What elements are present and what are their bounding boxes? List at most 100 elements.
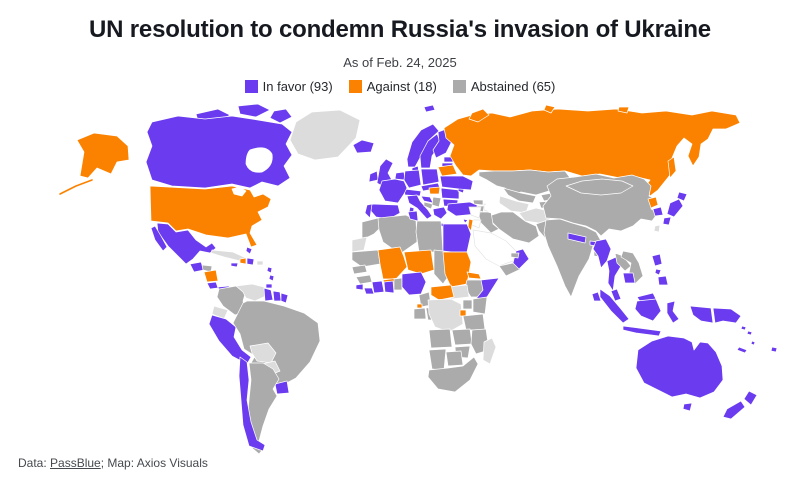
country-vietnam bbox=[620, 250, 644, 285]
country-cambodia bbox=[622, 272, 636, 284]
country-serbia bbox=[431, 196, 442, 208]
country-trinidad bbox=[265, 283, 273, 289]
tasmania bbox=[682, 402, 693, 412]
in-favor-label: In favor (93) bbox=[262, 79, 333, 94]
against-label: Against (18) bbox=[366, 79, 437, 94]
french-guiana bbox=[280, 292, 289, 304]
country-central-african-republic bbox=[430, 284, 455, 301]
country-morocco bbox=[361, 217, 384, 241]
source-suffix: ; Map: Axios Visuals bbox=[100, 456, 208, 470]
country-saudi-arabia bbox=[472, 229, 517, 267]
kalimantan bbox=[634, 298, 662, 322]
country-ivory-coast bbox=[371, 280, 385, 294]
luzon bbox=[651, 253, 663, 267]
country-cyprus bbox=[462, 218, 469, 224]
country-tanzania bbox=[462, 313, 486, 331]
lesser-antilles bbox=[266, 266, 273, 274]
novaya-zemlya bbox=[468, 108, 490, 123]
country-kenya bbox=[472, 296, 488, 315]
country-ukraine bbox=[439, 175, 474, 191]
country-senegal bbox=[351, 264, 368, 275]
country-equatorial-guinea bbox=[416, 303, 423, 309]
country-nigeria bbox=[401, 271, 427, 296]
country-algeria bbox=[377, 214, 418, 255]
country-guinea bbox=[355, 274, 373, 285]
country-peru bbox=[208, 314, 252, 365]
country-greenland bbox=[289, 109, 361, 161]
country-mongolia bbox=[565, 178, 634, 196]
country-iceland bbox=[352, 139, 375, 154]
country-fiji bbox=[770, 346, 778, 353]
country-canada-arctic bbox=[237, 103, 271, 118]
country-uruguay bbox=[274, 380, 290, 395]
new-zealand-north-island bbox=[743, 390, 758, 406]
country-mauritania bbox=[351, 249, 381, 268]
sulawesi bbox=[666, 300, 680, 324]
country-bosnia bbox=[423, 201, 434, 210]
country-guyana bbox=[263, 287, 274, 302]
country-costa-rica bbox=[206, 281, 219, 290]
great-lakes bbox=[231, 186, 247, 197]
new-siberian-islands bbox=[617, 106, 630, 114]
country-venezuela bbox=[235, 283, 267, 302]
country-yemen bbox=[498, 262, 522, 277]
country-sierra-leone bbox=[355, 283, 364, 291]
source-prefix: Data: bbox=[18, 456, 51, 470]
country-eritrea bbox=[466, 271, 482, 280]
solomon-islands bbox=[746, 330, 753, 336]
new-zealand-south-island bbox=[722, 400, 746, 420]
austria-switzerland bbox=[403, 188, 422, 197]
java bbox=[622, 325, 662, 337]
country-uae bbox=[510, 252, 520, 259]
country-uganda bbox=[462, 299, 473, 310]
country-greece bbox=[432, 206, 448, 220]
country-usa bbox=[149, 185, 272, 248]
lesser-antilles bbox=[268, 274, 275, 282]
country-egypt bbox=[442, 223, 472, 253]
country-israel bbox=[467, 218, 474, 232]
country-belarus bbox=[437, 164, 458, 177]
country-usa-alaska bbox=[76, 132, 130, 179]
country-mexico-baja bbox=[150, 225, 168, 252]
country-canada-arctic bbox=[269, 108, 293, 124]
country-gabon bbox=[413, 307, 427, 320]
country-dominican-republic bbox=[246, 257, 255, 266]
country-suriname bbox=[272, 290, 282, 302]
country-uzbekistan bbox=[502, 187, 537, 204]
country-jordan bbox=[471, 219, 482, 229]
passblue-link[interactable]: PassBlue bbox=[50, 456, 101, 470]
country-japan-honshu bbox=[666, 198, 684, 218]
country-north-korea bbox=[647, 196, 659, 209]
country-bahamas bbox=[245, 246, 253, 255]
subtitle-date: As of Feb. 24, 2025 bbox=[343, 55, 457, 70]
legend-item-in-favor: In favor (93) bbox=[244, 79, 333, 94]
country-norway bbox=[406, 123, 440, 168]
new-caledonia bbox=[736, 346, 748, 354]
country-guatemala bbox=[189, 261, 205, 273]
caspian-sea bbox=[484, 189, 501, 215]
country-poland bbox=[420, 168, 440, 186]
country-liberia bbox=[363, 287, 375, 295]
togo-benin bbox=[393, 277, 403, 291]
country-australia bbox=[635, 335, 724, 399]
legend-item-against: Against (18) bbox=[348, 79, 437, 94]
country-jamaica bbox=[230, 262, 239, 268]
legend-item-abstained: Abstained (65) bbox=[452, 79, 555, 94]
mindanao bbox=[657, 275, 669, 286]
west-new-guinea bbox=[689, 305, 714, 324]
western-sahara bbox=[351, 236, 368, 253]
country-syria bbox=[468, 206, 482, 219]
country-papua-new-guinea bbox=[712, 307, 742, 324]
country-niger bbox=[403, 249, 435, 275]
benelux-countries bbox=[394, 171, 406, 181]
source-credit: Data: PassBlue; Map: Axios Visuals bbox=[18, 456, 208, 470]
country-botswana bbox=[445, 350, 464, 367]
hudson-bay bbox=[245, 147, 273, 173]
country-nicaragua bbox=[203, 269, 219, 283]
country-estonia bbox=[443, 156, 454, 163]
country-haiti bbox=[239, 257, 247, 265]
svalbard bbox=[423, 104, 436, 113]
in-favor-swatch bbox=[244, 80, 258, 93]
abstained-swatch bbox=[452, 80, 466, 93]
against-swatch bbox=[348, 80, 362, 93]
